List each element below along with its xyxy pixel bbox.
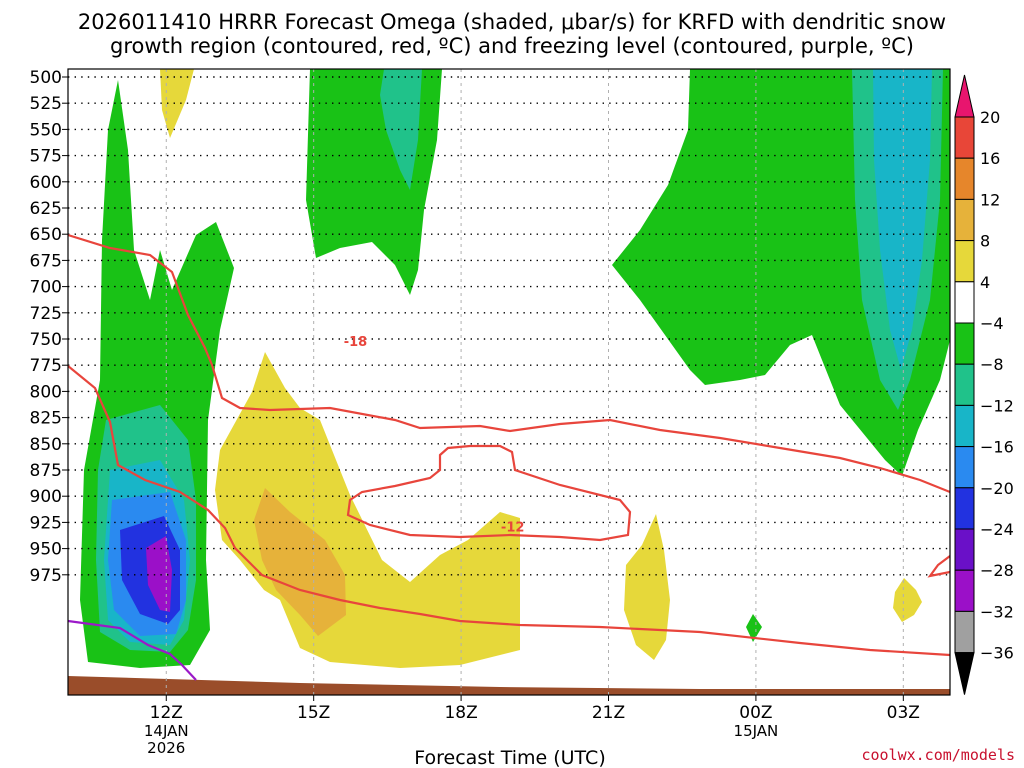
colorbar-swatch — [954, 157, 975, 200]
colorbar-label: −24 — [980, 520, 1014, 539]
omega-yellow-top — [160, 69, 194, 138]
omega-gold-main — [254, 488, 346, 636]
dgz-contours — [68, 233, 950, 657]
colorbar-label: −12 — [980, 396, 1014, 415]
contour-labels: -18 -12 — [344, 335, 525, 536]
colorbar-swatch — [954, 240, 975, 283]
y-tick-label: 650 — [30, 225, 62, 245]
x-tick-sublabel: 14JAN — [144, 722, 189, 740]
colorbar: 20 16 12 8 4 −4 −8 −12 −16 −20 −24 −28 −32 −36 — [954, 74, 1014, 695]
y-axis: 500 525 550 575 600 625 650 675 700 725 750 775 800 8… — [30, 68, 68, 586]
y-tick-label: 850 — [30, 435, 62, 455]
colorbar-swatch — [954, 281, 975, 324]
y-tick-label: 750 — [30, 330, 62, 350]
contour-label: -18 — [344, 335, 368, 350]
colorbar-label: −16 — [980, 438, 1014, 457]
omega-cyan-right — [873, 69, 932, 370]
plot-frame — [67, 68, 951, 696]
terrain — [68, 676, 950, 695]
y-tick-label: 600 — [30, 173, 62, 193]
contour-label: -12 — [501, 521, 525, 536]
colorbar-swatch — [954, 569, 975, 612]
x-axis-label: Forecast Time (UTC) — [414, 747, 605, 768]
colorbar-label: −36 — [980, 644, 1014, 663]
y-tick-label: 800 — [30, 382, 62, 402]
colorbar-label: 12 — [980, 190, 1000, 209]
colorbar-top-triangle — [954, 74, 975, 118]
dgz-contour-upper — [68, 233, 950, 494]
colorbar-label: −28 — [980, 561, 1014, 580]
x-tick-label: 00Z — [739, 703, 772, 723]
colorbar-swatch — [954, 446, 975, 489]
chart-title-line2: growth region (contoured, red, ºC) and f… — [110, 34, 914, 58]
colorbar-label: 16 — [980, 149, 1000, 168]
colorbar-swatch — [954, 487, 975, 530]
y-tick-label: 950 — [30, 540, 62, 560]
freezing-level-contour — [68, 619, 197, 681]
x-tick-label: 12Z — [150, 703, 183, 723]
x-tick-label: 21Z — [592, 703, 625, 723]
y-tick-label: 900 — [30, 487, 62, 507]
y-tick-label: 975 — [30, 566, 62, 586]
colorbar-swatch — [954, 198, 975, 242]
y-tick-label: 575 — [30, 147, 62, 167]
dgz-contour-lower — [68, 365, 950, 657]
y-tick-label: 675 — [30, 251, 62, 271]
y-tick-label: 925 — [30, 513, 62, 533]
y-tick-label: 525 — [30, 94, 62, 114]
colorbar-swatch — [954, 528, 975, 571]
colorbar-bottom-triangle — [954, 652, 975, 695]
colorbar-label: −32 — [980, 602, 1014, 621]
dgz-contour-right-edge — [927, 555, 950, 578]
omega-teal-center — [380, 69, 422, 190]
y-tick-label: 875 — [30, 461, 62, 481]
omega-yellow-right — [893, 578, 922, 622]
y-tick-label: 825 — [30, 409, 62, 429]
y-tick-label: 725 — [30, 304, 62, 324]
omega-purple-left — [146, 536, 172, 612]
chart-title-line1: 2026011410 HRRR Forecast Omega (shaded, … — [78, 10, 946, 34]
colorbar-swatch — [954, 363, 975, 406]
x-tick-sublabel: 15JAN — [734, 722, 779, 740]
y-tick-label: 625 — [30, 199, 62, 219]
colorbar-swatch — [954, 404, 975, 448]
colorbar-swatch — [954, 610, 975, 654]
colorbar-label: 20 — [980, 108, 1000, 127]
x-tick-label: 15Z — [297, 703, 330, 723]
colorbar-label: 4 — [980, 273, 990, 292]
shaded-omega — [68, 69, 950, 695]
y-tick-label: 500 — [30, 68, 62, 88]
colorbar-swatch — [954, 322, 975, 365]
x-tick-label: 18Z — [444, 703, 477, 723]
colorbar-label: −8 — [980, 355, 1004, 374]
y-tick-label: 700 — [30, 278, 62, 298]
x-tick-sublabel: 2026 — [147, 739, 185, 757]
y-tick-label: 775 — [30, 356, 62, 376]
colorbar-label: −4 — [980, 314, 1004, 333]
colorbar-label: −20 — [980, 479, 1014, 498]
dgz-closed-contour — [346, 444, 632, 542]
colorbar-swatch — [954, 116, 975, 159]
y-tick-label: 550 — [30, 120, 62, 140]
colorbar-label: 8 — [980, 232, 990, 251]
omega-yellow-mid — [624, 514, 670, 660]
omega-green-spot — [746, 614, 762, 642]
credit-text: coolwx.com/models — [861, 746, 1015, 764]
x-tick-label: 03Z — [887, 703, 920, 723]
